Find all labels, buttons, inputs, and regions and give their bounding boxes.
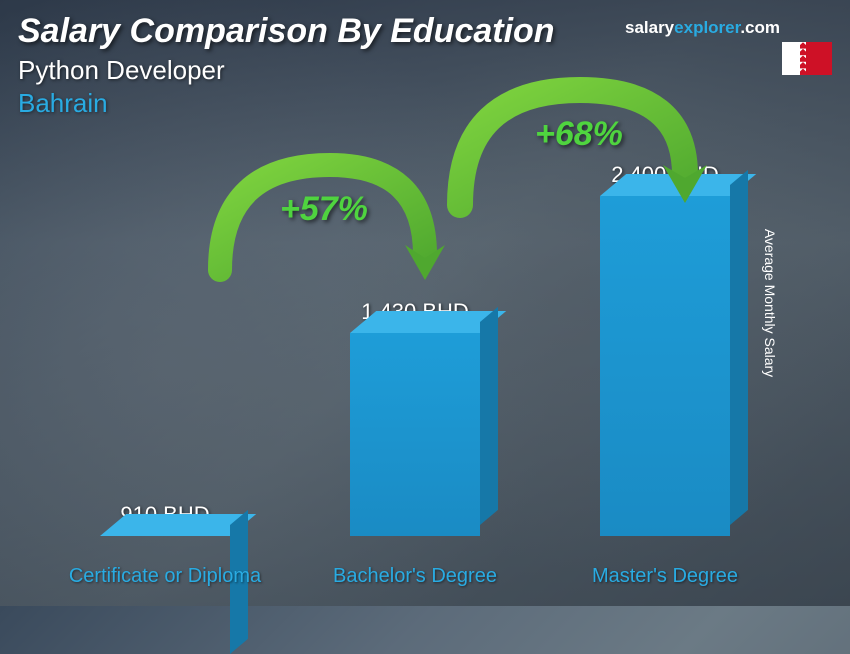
cat-label-1: Bachelor's Degree (315, 564, 515, 588)
brand-part2: explorer (674, 18, 740, 37)
brand-logo: salaryexplorer.com (625, 18, 780, 38)
cat-label-2: Master's Degree (565, 564, 765, 588)
pct-increase-2: +68% (535, 115, 623, 154)
bar-group-certificate: 910 BHD (65, 502, 265, 536)
chart-location: Bahrain (18, 88, 832, 119)
bar-group-bachelor: 1,430 BHD (315, 299, 515, 536)
pct-increase-1: +57% (280, 190, 368, 229)
y-axis-label: Average Monthly Salary (762, 229, 778, 377)
bar-2 (600, 196, 730, 536)
chart-subtitle: Python Developer (18, 55, 832, 86)
bahrain-flag-icon (782, 42, 832, 75)
increase-arrow-1: +57% (200, 150, 460, 310)
brand-part1: salary (625, 18, 674, 37)
brand-part3: .com (740, 18, 780, 37)
category-labels: Certificate or Diploma Bachelor's Degree… (40, 564, 790, 588)
cat-label-0: Certificate or Diploma (65, 564, 265, 588)
bar-1 (350, 333, 480, 536)
